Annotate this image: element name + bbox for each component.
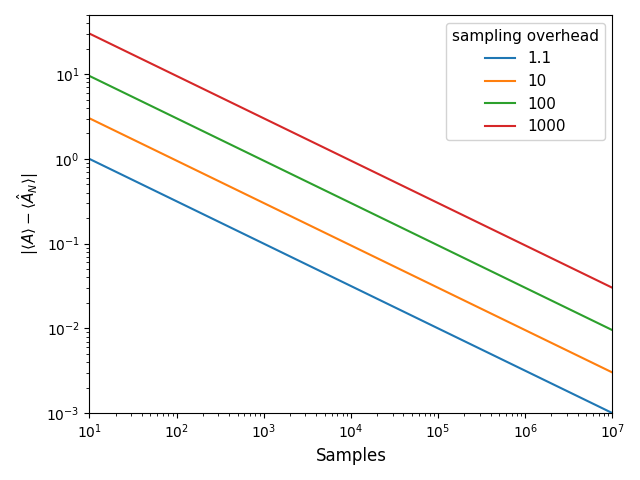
10 bbox=[397, 267, 404, 273]
10 bbox=[86, 116, 93, 121]
100 bbox=[559, 303, 567, 309]
1000 bbox=[397, 182, 404, 188]
1.1 bbox=[406, 312, 413, 317]
100 bbox=[406, 228, 413, 234]
1.1 bbox=[559, 386, 567, 392]
Line: 10: 10 bbox=[90, 119, 612, 372]
100 bbox=[397, 225, 404, 230]
1.1 bbox=[526, 370, 534, 376]
10 bbox=[559, 346, 567, 351]
10 bbox=[609, 370, 616, 375]
Y-axis label: $|\langle A\rangle - \langle\hat{A}_N\rangle|$: $|\langle A\rangle - \langle\hat{A}_N\ra… bbox=[15, 173, 41, 255]
100 bbox=[86, 73, 93, 79]
Line: 100: 100 bbox=[90, 76, 612, 330]
1.1 bbox=[609, 410, 616, 416]
1000 bbox=[88, 32, 95, 37]
10 bbox=[88, 116, 95, 122]
1000 bbox=[86, 31, 93, 36]
1.1 bbox=[86, 156, 93, 162]
1000 bbox=[396, 181, 403, 187]
Line: 1.1: 1.1 bbox=[90, 159, 612, 413]
100 bbox=[396, 224, 403, 229]
1000 bbox=[559, 261, 567, 267]
1000 bbox=[609, 285, 616, 291]
1.1 bbox=[397, 307, 404, 313]
10 bbox=[396, 266, 403, 272]
100 bbox=[526, 288, 534, 293]
100 bbox=[88, 74, 95, 80]
X-axis label: Samples: Samples bbox=[316, 447, 387, 465]
1.1 bbox=[396, 307, 403, 312]
Legend: 1.1, 10, 100, 1000: 1.1, 10, 100, 1000 bbox=[445, 23, 605, 141]
Line: 1000: 1000 bbox=[90, 34, 612, 288]
100 bbox=[609, 327, 616, 333]
1000 bbox=[406, 186, 413, 192]
10 bbox=[526, 330, 534, 336]
1000 bbox=[526, 245, 534, 251]
10 bbox=[406, 271, 413, 277]
1.1 bbox=[88, 157, 95, 163]
